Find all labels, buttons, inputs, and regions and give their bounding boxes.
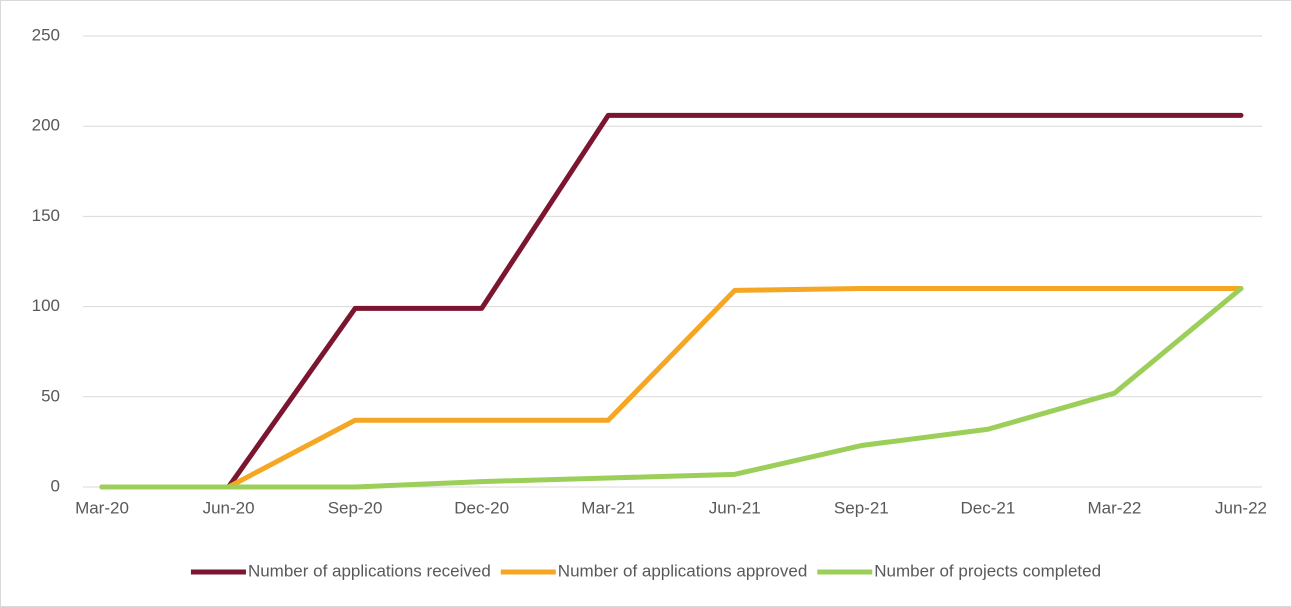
legend-label: Number of projects completed xyxy=(874,561,1101,580)
y-tick-label: 200 xyxy=(32,116,60,135)
legend-label: Number of applications received xyxy=(248,561,491,580)
x-tick-label: Mar-21 xyxy=(581,498,635,517)
x-tick-label: Mar-20 xyxy=(75,498,129,517)
series-line xyxy=(99,286,1244,490)
x-tick-label: Dec-21 xyxy=(960,498,1015,517)
x-tick-label: Sep-21 xyxy=(834,498,889,517)
y-tick-label: 250 xyxy=(32,25,60,44)
legend-label: Number of applications approved xyxy=(558,561,807,580)
y-tick-label: 150 xyxy=(32,206,60,225)
series-line xyxy=(99,286,1244,490)
x-tick-label: Jun-20 xyxy=(203,498,255,517)
x-tick-label: Dec-20 xyxy=(454,498,509,517)
series-line xyxy=(99,112,1244,490)
y-tick-label: 100 xyxy=(32,296,60,315)
x-tick-label: Mar-22 xyxy=(1088,498,1142,517)
x-tick-label: Jun-22 xyxy=(1215,498,1267,517)
y-tick-label: 0 xyxy=(51,476,60,495)
y-tick-label: 50 xyxy=(41,386,60,405)
x-tick-label: Jun-21 xyxy=(709,498,761,517)
x-tick-label: Sep-20 xyxy=(328,498,383,517)
